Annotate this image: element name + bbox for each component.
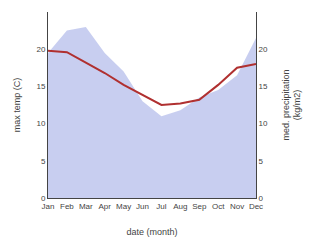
svg-text:20: 20 (36, 45, 45, 54)
svg-text:Jan: Jan (42, 202, 55, 211)
svg-text:Sep: Sep (192, 202, 207, 211)
svg-text:15: 15 (36, 82, 45, 91)
svg-text:Feb: Feb (60, 202, 74, 211)
svg-text:Jul: Jul (156, 202, 166, 211)
svg-text:0: 0 (259, 194, 264, 203)
svg-text:May: May (116, 202, 131, 211)
svg-text:Oct: Oct (212, 202, 225, 211)
svg-text:max temp (C): max temp (C) (12, 78, 22, 133)
svg-text:date (month): date (month) (126, 227, 177, 237)
svg-text:10: 10 (36, 119, 45, 128)
svg-text:Mar: Mar (79, 202, 93, 211)
svg-text:med. precipitation(kg/m2): med. precipitation(kg/m2) (281, 69, 303, 140)
svg-text:Aug: Aug (173, 202, 187, 211)
svg-text:5: 5 (259, 157, 264, 166)
svg-text:Dec: Dec (249, 202, 263, 211)
svg-text:Apr: Apr (99, 202, 112, 211)
svg-text:0: 0 (41, 194, 46, 203)
svg-text:Nov: Nov (230, 202, 244, 211)
svg-text:10: 10 (259, 119, 268, 128)
svg-text:5: 5 (41, 157, 46, 166)
svg-text:20: 20 (259, 45, 268, 54)
svg-text:15: 15 (259, 82, 268, 91)
svg-text:Jun: Jun (136, 202, 149, 211)
